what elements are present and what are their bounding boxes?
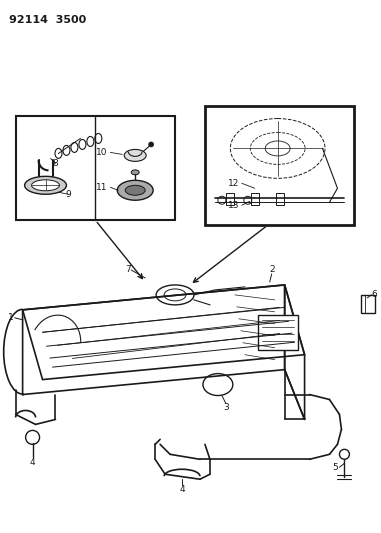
- Text: 13: 13: [228, 201, 240, 209]
- Bar: [226, 193, 234, 205]
- Ellipse shape: [131, 170, 139, 175]
- Ellipse shape: [32, 180, 59, 191]
- Text: 12: 12: [229, 179, 240, 188]
- Ellipse shape: [117, 180, 153, 200]
- Text: 10: 10: [96, 148, 107, 157]
- Ellipse shape: [125, 185, 145, 195]
- Text: 7: 7: [125, 265, 131, 274]
- Bar: [205, 106, 354, 225]
- Bar: [258, 315, 298, 350]
- Bar: [251, 193, 259, 205]
- Text: 9: 9: [66, 190, 71, 199]
- Ellipse shape: [25, 176, 66, 194]
- Text: 5: 5: [333, 463, 338, 472]
- Text: 3: 3: [223, 403, 229, 412]
- Text: 4: 4: [30, 458, 35, 467]
- Text: 4: 4: [179, 484, 185, 494]
- Ellipse shape: [149, 142, 154, 147]
- Text: 6: 6: [371, 290, 377, 300]
- Text: 1: 1: [8, 313, 14, 322]
- Bar: [361, 295, 375, 313]
- Bar: [276, 193, 284, 205]
- Bar: [16, 116, 175, 220]
- Text: 92114  3500: 92114 3500: [9, 15, 86, 25]
- Text: 11: 11: [96, 183, 107, 192]
- Text: 2: 2: [269, 265, 275, 274]
- Ellipse shape: [124, 149, 146, 161]
- Text: 8: 8: [53, 159, 58, 168]
